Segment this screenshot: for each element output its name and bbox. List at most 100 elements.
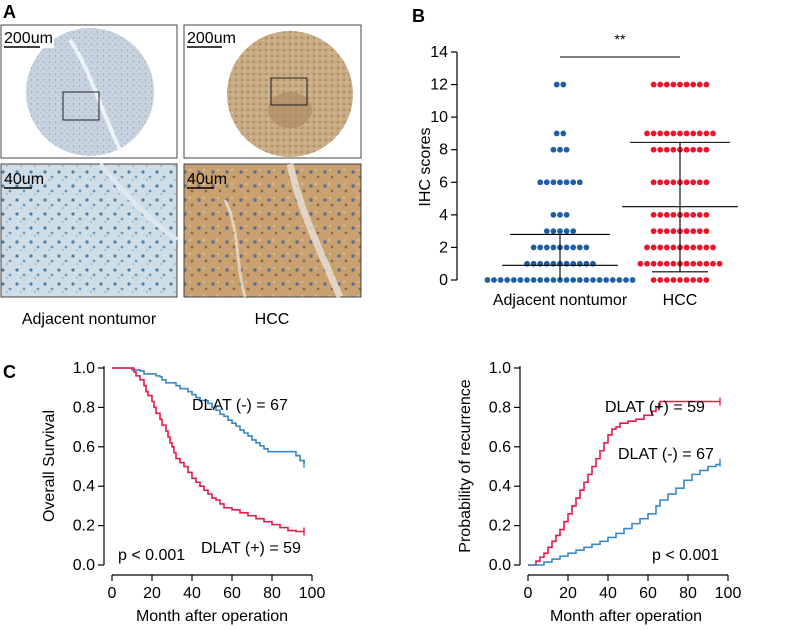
b-point [616, 277, 623, 283]
b-point [657, 81, 664, 88]
b-point [550, 228, 557, 235]
panel-label-c: C [3, 362, 16, 382]
b-point [550, 244, 557, 251]
b-xtick-hcc: HCC [663, 292, 698, 309]
b-point [670, 179, 677, 186]
b-point [657, 260, 664, 267]
ytick-label: 1.0 [73, 360, 95, 377]
b-point [650, 179, 657, 186]
os-ylabel: Overall Survival [41, 410, 58, 522]
b-point [703, 211, 710, 218]
panel-label-a: A [3, 2, 16, 22]
b-point [663, 277, 670, 283]
ihc-tile-adjacent-low: 200um [0, 24, 178, 159]
b-point [537, 244, 544, 251]
rec-pvalue: p < 0.001 [652, 547, 719, 564]
b-point [690, 130, 697, 137]
os-pvalue: p < 0.001 [118, 547, 185, 564]
b-point [690, 211, 697, 218]
b-point [657, 211, 664, 218]
b-point [670, 81, 677, 88]
caption-adjacent-nontumor: Adjacent nontumor [22, 311, 157, 328]
b-point [497, 277, 504, 283]
b-point [553, 81, 560, 88]
b-point [670, 244, 677, 251]
b-significance-label: ** [615, 31, 626, 47]
b-point [690, 277, 697, 283]
b-point [504, 277, 511, 283]
xtick-label: 60 [223, 585, 241, 602]
b-point [710, 244, 716, 251]
b-point [683, 146, 690, 153]
b-point [703, 130, 710, 137]
b-point [484, 277, 491, 283]
panel-b-ihc-scores: IHC scores 0 2 4 6 8 10 12 14 Adjacent nontumor… [417, 31, 738, 309]
b-point [696, 81, 703, 88]
km-curve-b [112, 367, 304, 533]
b-point [517, 277, 524, 283]
b-point [670, 146, 677, 153]
b-point [696, 179, 703, 186]
b-point [543, 228, 550, 235]
ytick-label: 0.0 [73, 557, 95, 574]
b-point [690, 179, 697, 186]
b-stats [502, 141, 738, 280]
b-ytick-label: 4 [439, 207, 448, 224]
b-point [650, 146, 657, 153]
km-curve-a [528, 400, 720, 566]
b-point [644, 244, 650, 251]
b-ytick-label: 14 [430, 44, 448, 61]
b-point [557, 146, 563, 153]
b-ytick-label: 12 [430, 77, 448, 94]
b-point [576, 244, 583, 251]
b-point [524, 277, 530, 283]
b-point [690, 260, 697, 267]
panel-c-overall-survival: Overall Survival Month after operation 0… [41, 360, 325, 625]
b-point [657, 146, 664, 153]
rec-legend-dlat-pos: DLAT (+) = 59 [605, 399, 705, 416]
b-point [570, 179, 577, 186]
b-point [690, 146, 697, 153]
zoom-box-hcc [270, 77, 308, 106]
os-curves [112, 367, 305, 536]
b-point [557, 211, 563, 218]
ytick-label: 0.2 [489, 518, 511, 535]
b-point [570, 277, 577, 283]
b-point [696, 244, 703, 251]
b-point [563, 277, 570, 283]
ytick-label: 0.8 [73, 399, 95, 416]
b-point [560, 130, 567, 137]
zoom-box-adjacent [62, 91, 100, 121]
b-point [657, 130, 664, 137]
b-point [590, 277, 596, 283]
xtick-label: 0 [524, 585, 533, 602]
b-point [650, 244, 657, 251]
b-point [550, 211, 557, 218]
b-point [563, 244, 570, 251]
rec-ylabel: Probability of recurrence [457, 379, 474, 553]
b-point [683, 277, 690, 283]
km-curve-a [112, 367, 305, 464]
ytick-label: 0.4 [73, 478, 95, 495]
b-ytick-label: 0 [439, 272, 448, 289]
b-point [703, 146, 710, 153]
b-point [530, 244, 537, 251]
b-point [683, 81, 690, 88]
b-point [683, 260, 690, 267]
b-point [696, 146, 703, 153]
b-point [576, 277, 583, 283]
xtick-label: 40 [183, 585, 201, 602]
b-ytick-label: 2 [439, 239, 448, 256]
b-point [650, 130, 657, 137]
b-point [670, 211, 677, 218]
b-ytick-label: 6 [439, 174, 448, 191]
b-point [696, 130, 703, 137]
xtick-label: 20 [143, 585, 161, 602]
b-point [690, 228, 697, 235]
b-point [657, 244, 664, 251]
ytick-label: 0.6 [73, 439, 95, 456]
b-point [491, 277, 497, 283]
scale-label-200um-right: 200um [187, 30, 236, 47]
b-point [583, 244, 590, 251]
b-point [570, 228, 577, 235]
